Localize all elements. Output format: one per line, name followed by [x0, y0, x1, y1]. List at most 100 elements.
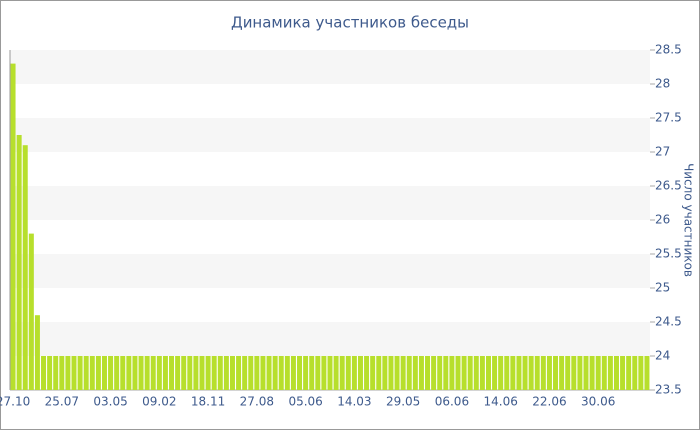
y-tick-label: 27.5 [655, 111, 682, 125]
bar [16, 135, 22, 390]
bar [162, 356, 168, 390]
bar [546, 356, 552, 390]
bar [364, 356, 370, 390]
bar [266, 356, 272, 390]
bar [290, 356, 296, 390]
bar [248, 356, 254, 390]
bar [443, 356, 449, 390]
y-tick-label: 23.5 [655, 383, 682, 397]
bar [77, 356, 83, 390]
bar [357, 356, 363, 390]
chart-title: Динамика участников беседы [231, 14, 469, 32]
bar [504, 356, 510, 390]
bar [101, 356, 107, 390]
bar [181, 356, 187, 390]
bar [41, 356, 47, 390]
bar [351, 356, 357, 390]
bar [510, 356, 516, 390]
bar [327, 356, 333, 390]
bar [406, 356, 412, 390]
bar [339, 356, 345, 390]
bar [223, 356, 229, 390]
x-tick-label: 09.02 [142, 395, 176, 409]
bar [22, 145, 28, 390]
bar [553, 356, 559, 390]
bar [394, 356, 400, 390]
y-tick-label: 27 [655, 145, 670, 159]
bar [132, 356, 138, 390]
bar [193, 356, 199, 390]
bar [150, 356, 156, 390]
bar [89, 356, 95, 390]
y-tick-label: 25.5 [655, 247, 682, 261]
bar [10, 63, 16, 390]
bar [315, 356, 321, 390]
bar [309, 356, 315, 390]
bar [479, 356, 485, 390]
x-tick-label: 03.05 [93, 395, 127, 409]
bar [59, 356, 65, 390]
bar [418, 356, 424, 390]
bar [211, 356, 217, 390]
bar [388, 356, 394, 390]
bar [114, 356, 120, 390]
bar [492, 356, 498, 390]
y-tick-label: 24.5 [655, 315, 682, 329]
bar [47, 356, 53, 390]
bar [156, 356, 162, 390]
y-tick-label: 28 [655, 77, 670, 91]
bar [34, 315, 40, 390]
bar [473, 356, 479, 390]
bar [297, 356, 303, 390]
bar [425, 356, 431, 390]
x-tick-label: 27.10 [0, 395, 30, 409]
bar [284, 356, 290, 390]
x-tick-label: 14.06 [483, 395, 517, 409]
bar [412, 356, 418, 390]
bar [607, 356, 613, 390]
bar [83, 356, 89, 390]
y-tick-label: 28.5 [655, 43, 682, 57]
bar [632, 356, 638, 390]
bar [577, 356, 583, 390]
bar [638, 356, 644, 390]
bar [187, 356, 193, 390]
bar [626, 356, 632, 390]
bar [528, 356, 534, 390]
y-tick-label: 25 [655, 281, 670, 295]
bar [571, 356, 577, 390]
x-tick-label: 06.06 [435, 395, 469, 409]
bar [370, 356, 376, 390]
bar [303, 356, 309, 390]
bar [595, 356, 601, 390]
bar [522, 356, 528, 390]
bar [254, 356, 260, 390]
x-tick-label: 25.07 [45, 395, 79, 409]
bar [589, 356, 595, 390]
bar [217, 356, 223, 390]
bar [199, 356, 205, 390]
bar [498, 356, 504, 390]
grid-band [10, 254, 650, 288]
bar [144, 356, 150, 390]
grid-band [10, 118, 650, 152]
y-tick-label: 26 [655, 213, 670, 227]
x-tick-label: 22.06 [532, 395, 566, 409]
bar [242, 356, 248, 390]
y-tick-label: 24 [655, 349, 670, 363]
bar [644, 356, 650, 390]
bar [71, 356, 77, 390]
bar [65, 356, 71, 390]
bar [431, 356, 437, 390]
bar [229, 356, 235, 390]
bar [467, 356, 473, 390]
bar [236, 356, 242, 390]
bar [437, 356, 443, 390]
bar [169, 356, 175, 390]
bar [613, 356, 619, 390]
bar [376, 356, 382, 390]
bar [516, 356, 522, 390]
bar [53, 356, 59, 390]
bar [278, 356, 284, 390]
